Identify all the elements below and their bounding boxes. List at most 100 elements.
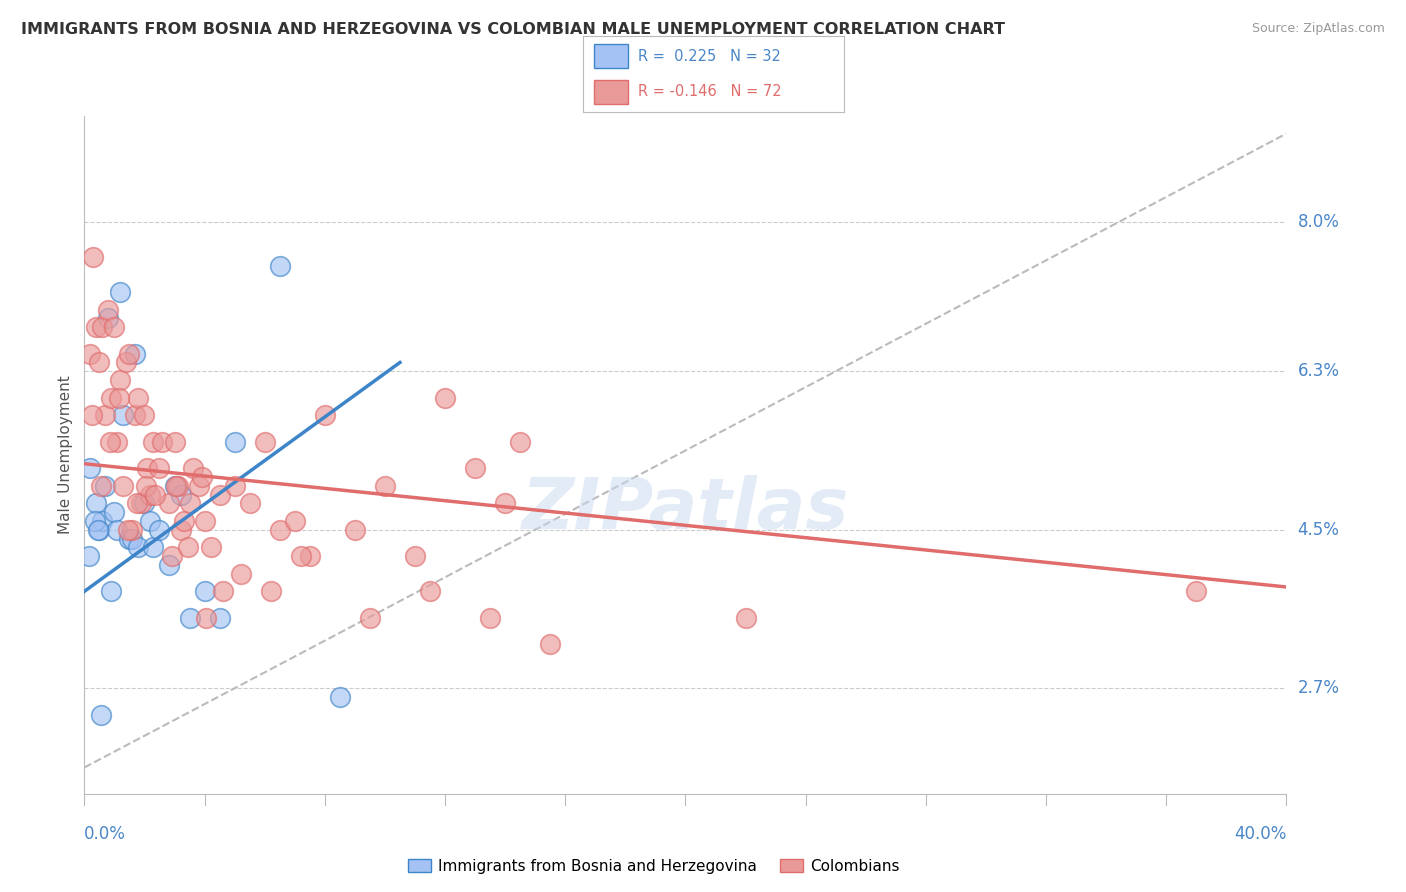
Point [108, 391, 131, 405]
Point [169, 487, 191, 501]
Point [127, 541, 149, 555]
Point [434, 391, 457, 405]
Point [208, 487, 231, 501]
Point [121, 532, 143, 546]
Point [87, 523, 110, 537]
Point [91, 514, 114, 528]
Point [157, 558, 180, 572]
Point [194, 514, 217, 528]
Point [118, 346, 141, 360]
Point [107, 434, 129, 449]
Point [121, 523, 143, 537]
Text: 4.5%: 4.5% [1298, 521, 1340, 539]
Text: 8.0%: 8.0% [1298, 212, 1340, 231]
Point [142, 434, 165, 449]
Point [165, 479, 187, 493]
Point [190, 470, 212, 484]
Point [181, 461, 204, 475]
Point [239, 496, 262, 510]
Point [115, 355, 138, 369]
Point [117, 523, 139, 537]
Text: ZIPatlas: ZIPatlas [522, 475, 849, 543]
Point [91, 320, 114, 334]
Point [479, 611, 502, 625]
Point [143, 487, 166, 501]
FancyBboxPatch shape [593, 79, 627, 104]
Point [77, 549, 100, 564]
Point [135, 479, 157, 493]
Point [224, 434, 246, 449]
Point [253, 434, 276, 449]
Point [298, 549, 321, 564]
Point [94, 409, 117, 423]
Point [97, 302, 120, 317]
Point [419, 584, 441, 599]
Text: Source: ZipAtlas.com: Source: ZipAtlas.com [1251, 22, 1385, 36]
Point [134, 409, 156, 423]
Point [200, 541, 222, 555]
Point [152, 434, 174, 449]
Point [163, 479, 186, 493]
Point [329, 690, 352, 704]
Point [269, 259, 291, 273]
Point [464, 461, 486, 475]
FancyBboxPatch shape [593, 44, 627, 69]
Point [86, 320, 108, 334]
Point [343, 523, 366, 537]
Point [103, 320, 125, 334]
Text: R =  0.225   N = 32: R = 0.225 N = 32 [638, 49, 780, 63]
Point [160, 549, 183, 564]
Point [86, 496, 108, 510]
Point [134, 496, 156, 510]
Text: 2.7%: 2.7% [1298, 679, 1340, 698]
Point [112, 479, 135, 493]
Point [110, 373, 132, 387]
Point [229, 566, 252, 581]
Point [139, 487, 162, 501]
Point [359, 611, 381, 625]
Point [538, 637, 561, 651]
Text: 6.3%: 6.3% [1298, 362, 1340, 380]
Point [734, 611, 756, 625]
Point [90, 707, 112, 722]
Point [404, 549, 426, 564]
Point [90, 479, 112, 493]
Point [148, 461, 170, 475]
Point [208, 611, 231, 625]
Point [1185, 584, 1208, 599]
Point [100, 584, 122, 599]
Text: IMMIGRANTS FROM BOSNIA AND HERZEGOVINA VS COLOMBIAN MALE UNEMPLOYMENT CORRELATIO: IMMIGRANTS FROM BOSNIA AND HERZEGOVINA V… [21, 22, 1005, 37]
Point [139, 514, 162, 528]
Text: R = -0.146   N = 72: R = -0.146 N = 72 [638, 84, 782, 99]
Text: 40.0%: 40.0% [1234, 825, 1286, 843]
Point [103, 505, 125, 519]
Point [142, 541, 165, 555]
Point [124, 409, 146, 423]
Text: 0.0%: 0.0% [84, 825, 127, 843]
Point [284, 514, 307, 528]
Point [127, 391, 149, 405]
Point [89, 355, 111, 369]
Point [83, 514, 105, 528]
Point [194, 584, 217, 599]
Point [79, 346, 101, 360]
Point [107, 523, 129, 537]
Point [195, 611, 218, 625]
Point [290, 549, 312, 564]
Point [100, 391, 122, 405]
Point [118, 532, 141, 546]
Point [166, 479, 188, 493]
Point [187, 479, 209, 493]
Point [148, 523, 170, 537]
Point [179, 611, 201, 625]
Point [97, 311, 120, 326]
Point [79, 461, 101, 475]
Point [131, 496, 153, 510]
Y-axis label: Male Unemployment: Male Unemployment [58, 376, 73, 534]
Point [169, 523, 191, 537]
Point [124, 346, 146, 360]
Point [173, 514, 195, 528]
Point [136, 461, 159, 475]
Point [494, 496, 516, 510]
Point [374, 479, 396, 493]
